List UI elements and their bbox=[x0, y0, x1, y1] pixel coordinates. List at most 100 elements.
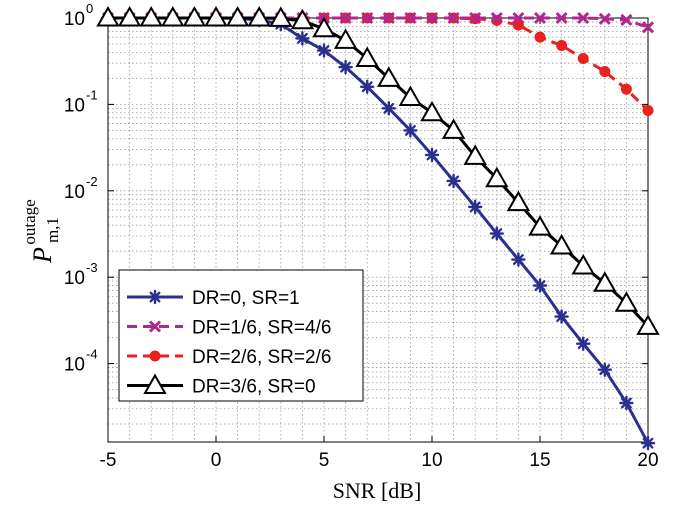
data-point bbox=[534, 31, 546, 43]
legend-marker bbox=[147, 289, 163, 305]
legend-item: DR=2/6, SR=2/6 bbox=[127, 347, 331, 368]
data-point bbox=[361, 11, 374, 25]
data-point bbox=[468, 199, 483, 215]
data-point bbox=[404, 11, 417, 25]
data-point bbox=[620, 83, 632, 95]
data-point bbox=[532, 278, 548, 293]
data-point bbox=[96, 5, 120, 27]
x-tick-label: 20 bbox=[637, 450, 658, 471]
y-tick-label-exponent: 0 bbox=[86, 1, 93, 16]
data-point bbox=[490, 11, 503, 25]
data-point bbox=[247, 5, 271, 27]
x-tick-label: 0 bbox=[211, 450, 222, 471]
data-point bbox=[204, 5, 228, 27]
data-point bbox=[225, 5, 250, 27]
legend-label: DR=3/6, SR=0 bbox=[192, 377, 316, 398]
legend-label: DR=2/6, SR=2/6 bbox=[192, 347, 331, 368]
series-group bbox=[96, 5, 660, 451]
data-point bbox=[533, 11, 547, 25]
data-point bbox=[640, 435, 656, 451]
data-point bbox=[620, 13, 633, 26]
legend-marker bbox=[149, 350, 161, 362]
y-tick-label-exponent: -2 bbox=[86, 174, 98, 189]
data-point bbox=[642, 104, 654, 116]
legend-item: DR=0, SR=1 bbox=[127, 288, 300, 309]
legend-items: DR=0, SR=1 DR=1/6, SR=4/6 DR=2/6, SR=2/6 DR… bbox=[127, 288, 331, 398]
data-point bbox=[599, 66, 611, 78]
data-point bbox=[290, 8, 315, 30]
data-point bbox=[511, 252, 526, 267]
data-point bbox=[441, 118, 466, 139]
legend-marker bbox=[148, 320, 162, 333]
data-point bbox=[333, 28, 358, 49]
data-point bbox=[360, 79, 375, 94]
data-point bbox=[512, 11, 525, 25]
data-point bbox=[597, 362, 612, 377]
y-axis-title-superscript: outage bbox=[20, 199, 39, 244]
series-4 bbox=[96, 5, 660, 335]
x-tick-label: 5 bbox=[319, 450, 330, 471]
x-tick-label: 15 bbox=[529, 450, 550, 471]
data-point bbox=[377, 66, 401, 87]
data-point bbox=[312, 16, 336, 38]
data-point bbox=[425, 11, 439, 25]
data-point bbox=[161, 5, 185, 27]
data-point bbox=[577, 52, 589, 64]
data-point bbox=[641, 21, 655, 34]
data-point bbox=[446, 173, 461, 189]
data-point bbox=[117, 5, 142, 27]
data-point bbox=[316, 43, 332, 58]
data-point bbox=[420, 100, 444, 122]
y-axis-title-base: P bbox=[28, 247, 57, 264]
legend-label: DR=0, SR=1 bbox=[192, 288, 300, 309]
data-point bbox=[554, 309, 569, 324]
y-axis-title: P m,1 outage bbox=[20, 199, 62, 264]
data-point bbox=[295, 31, 310, 46]
y-axis-title-subscript: m,1 bbox=[43, 217, 62, 243]
x-axis-title: SNR [dB] bbox=[333, 478, 422, 503]
y-tick-label-base: 10 bbox=[64, 182, 85, 203]
plot-frame bbox=[107, 17, 649, 443]
data-point bbox=[355, 46, 379, 67]
data-point bbox=[598, 12, 611, 25]
y-tick-label: 10-2 bbox=[64, 174, 98, 203]
x-tick-label: -5 bbox=[100, 450, 117, 471]
y-tick-label: 10-3 bbox=[64, 260, 98, 289]
data-point bbox=[182, 5, 207, 27]
y-tick-label-base: 10 bbox=[64, 268, 85, 289]
data-point bbox=[549, 233, 574, 255]
data-point bbox=[403, 123, 418, 138]
data-point bbox=[506, 190, 531, 212]
data-point bbox=[485, 166, 509, 188]
data-point bbox=[576, 336, 591, 351]
data-point bbox=[339, 11, 352, 25]
data-point bbox=[269, 6, 293, 27]
y-tick-label-base: 10 bbox=[64, 95, 85, 116]
legend-item: DR=1/6, SR=4/6 bbox=[127, 318, 331, 339]
data-point bbox=[398, 85, 423, 107]
data-point bbox=[381, 101, 396, 116]
y-tick-label-exponent: -3 bbox=[86, 260, 98, 275]
data-point bbox=[614, 291, 639, 312]
legend-marker bbox=[143, 373, 167, 394]
legend-item: DR=3/6, SR=0 bbox=[127, 373, 316, 398]
y-tick-label-exponent: -4 bbox=[86, 347, 98, 362]
data-point bbox=[528, 215, 552, 236]
y-tick-label: 100 bbox=[64, 1, 93, 30]
data-point bbox=[463, 144, 487, 165]
y-tick-label: 10-4 bbox=[64, 347, 98, 376]
data-point bbox=[338, 59, 353, 75]
legend: DR=0, SR=1 DR=1/6, SR=4/6 DR=2/6, SR=2/6 DR… bbox=[118, 269, 364, 402]
y-tick-label-exponent: -1 bbox=[86, 87, 98, 102]
svg-text:P m,1: P m,1 bbox=[28, 217, 62, 264]
x-tick-label: 10 bbox=[421, 450, 442, 471]
data-point bbox=[382, 11, 395, 25]
legend-label: DR=1/6, SR=4/6 bbox=[192, 318, 331, 339]
data-point bbox=[489, 226, 504, 241]
data-point bbox=[469, 11, 482, 25]
data-point bbox=[593, 271, 617, 292]
data-point bbox=[577, 11, 590, 25]
